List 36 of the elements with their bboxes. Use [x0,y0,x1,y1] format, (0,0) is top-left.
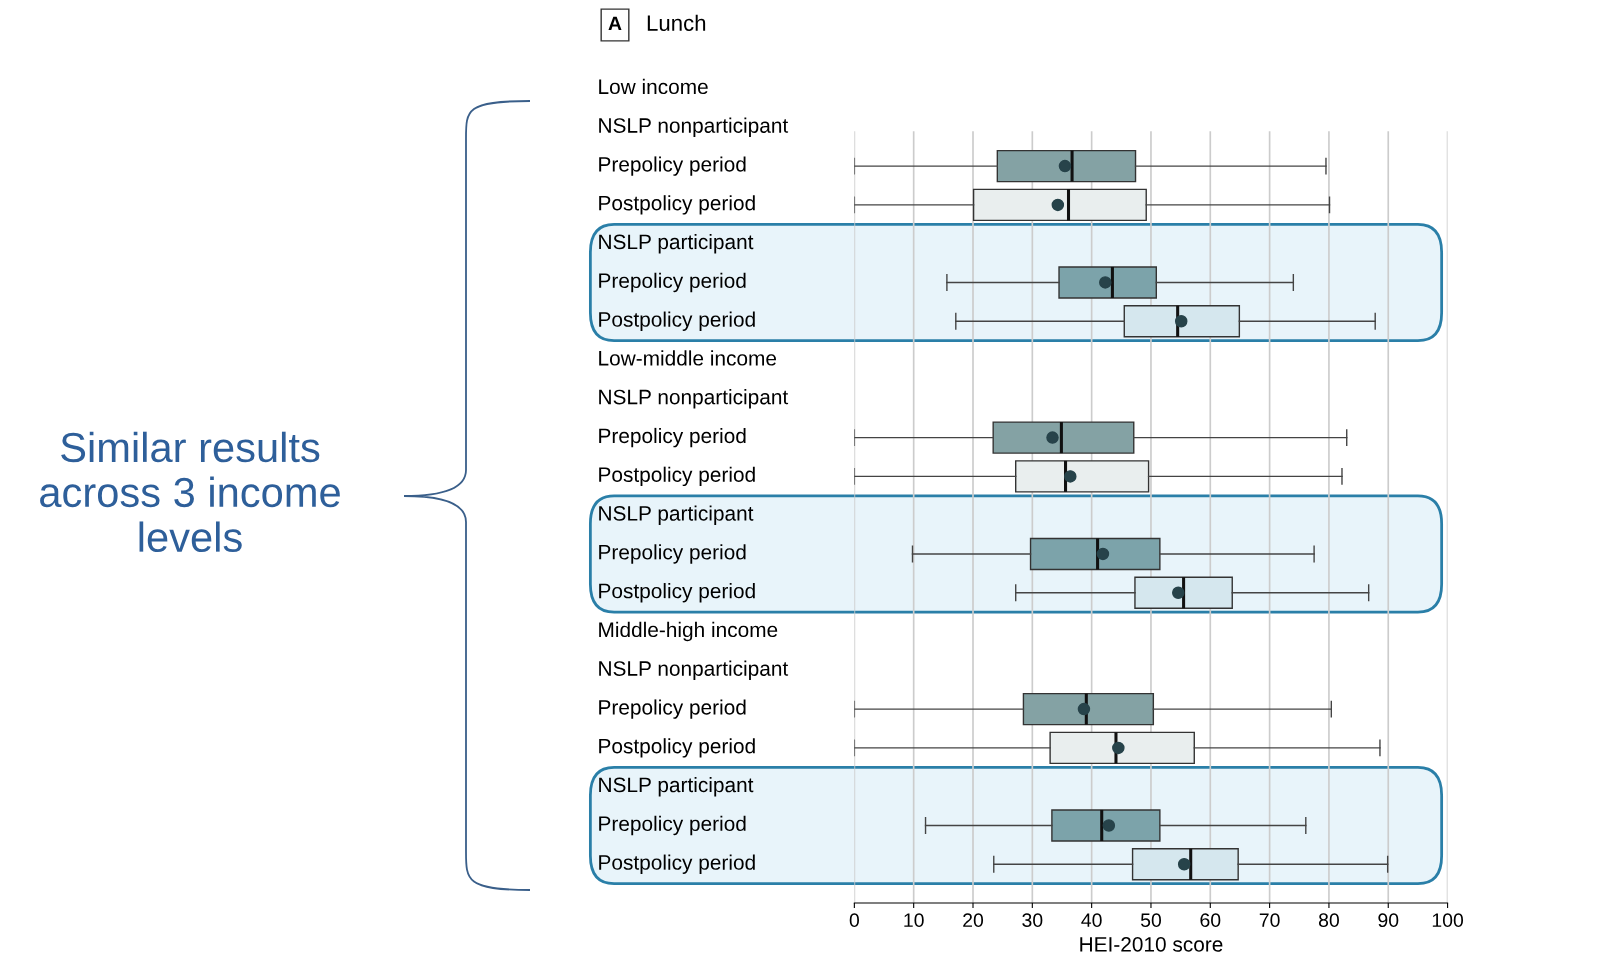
text: Similar results across 3 income levels [40,431,340,553]
y-tick-label: NSLP participant [599,776,754,797]
x-tick-label: 20 [963,913,984,928]
y-tick-label: Postpolicy period [599,466,755,487]
y-tick-label: Prepolicy period [599,699,746,719]
x-tick-label: 40 [1081,913,1102,928]
y-tick-label: NSLP nonparticipant [599,660,789,681]
y-tick-label: Prepolicy period [599,544,746,564]
x-tick-label: 10 [904,913,924,928]
x-tick-label: 0 [849,913,860,928]
y-tick-label: Postpolicy period [599,583,755,603]
y-tick-label: NSLP participant [599,505,754,525]
y-tick-label: Low income [599,78,708,95]
y-tick-label: Middle-high income [599,621,778,642]
x-tick-label: 50 [1140,913,1162,928]
y-tick-label: Prepolicy period [599,815,746,836]
y-tick-label: Postpolicy period [599,311,755,331]
y-tick-label: Postpolicy period [599,738,755,758]
y-tick-label: NSLP nonparticipant [599,117,789,138]
y-tick-label: Postpolicy period [599,854,755,874]
y-tick-label: NSLP participant [599,233,754,254]
x-tick-label: 90 [1378,913,1399,928]
text: Lunch [647,14,706,31]
y-tick-label: Postpolicy period [599,195,755,215]
y-tick-label: Prepolicy period [599,272,746,293]
x-tick-label: 30 [1022,913,1043,928]
y-tick-label: NSLP nonparticipant [599,389,789,409]
x-tick-label: 80 [1318,913,1339,928]
x-tick-label: 60 [1200,913,1221,928]
y-tick-label: Prepolicy period [599,427,746,448]
y-tick-label: Prepolicy period [599,156,746,176]
y-tick-label: Low-middle income [599,350,777,366]
x-axis-title: HEI-2010 score [1080,936,1223,952]
x-tick-label: 100 [1432,913,1464,928]
x-tick-label: 70 [1259,913,1280,928]
text: A [608,16,622,31]
